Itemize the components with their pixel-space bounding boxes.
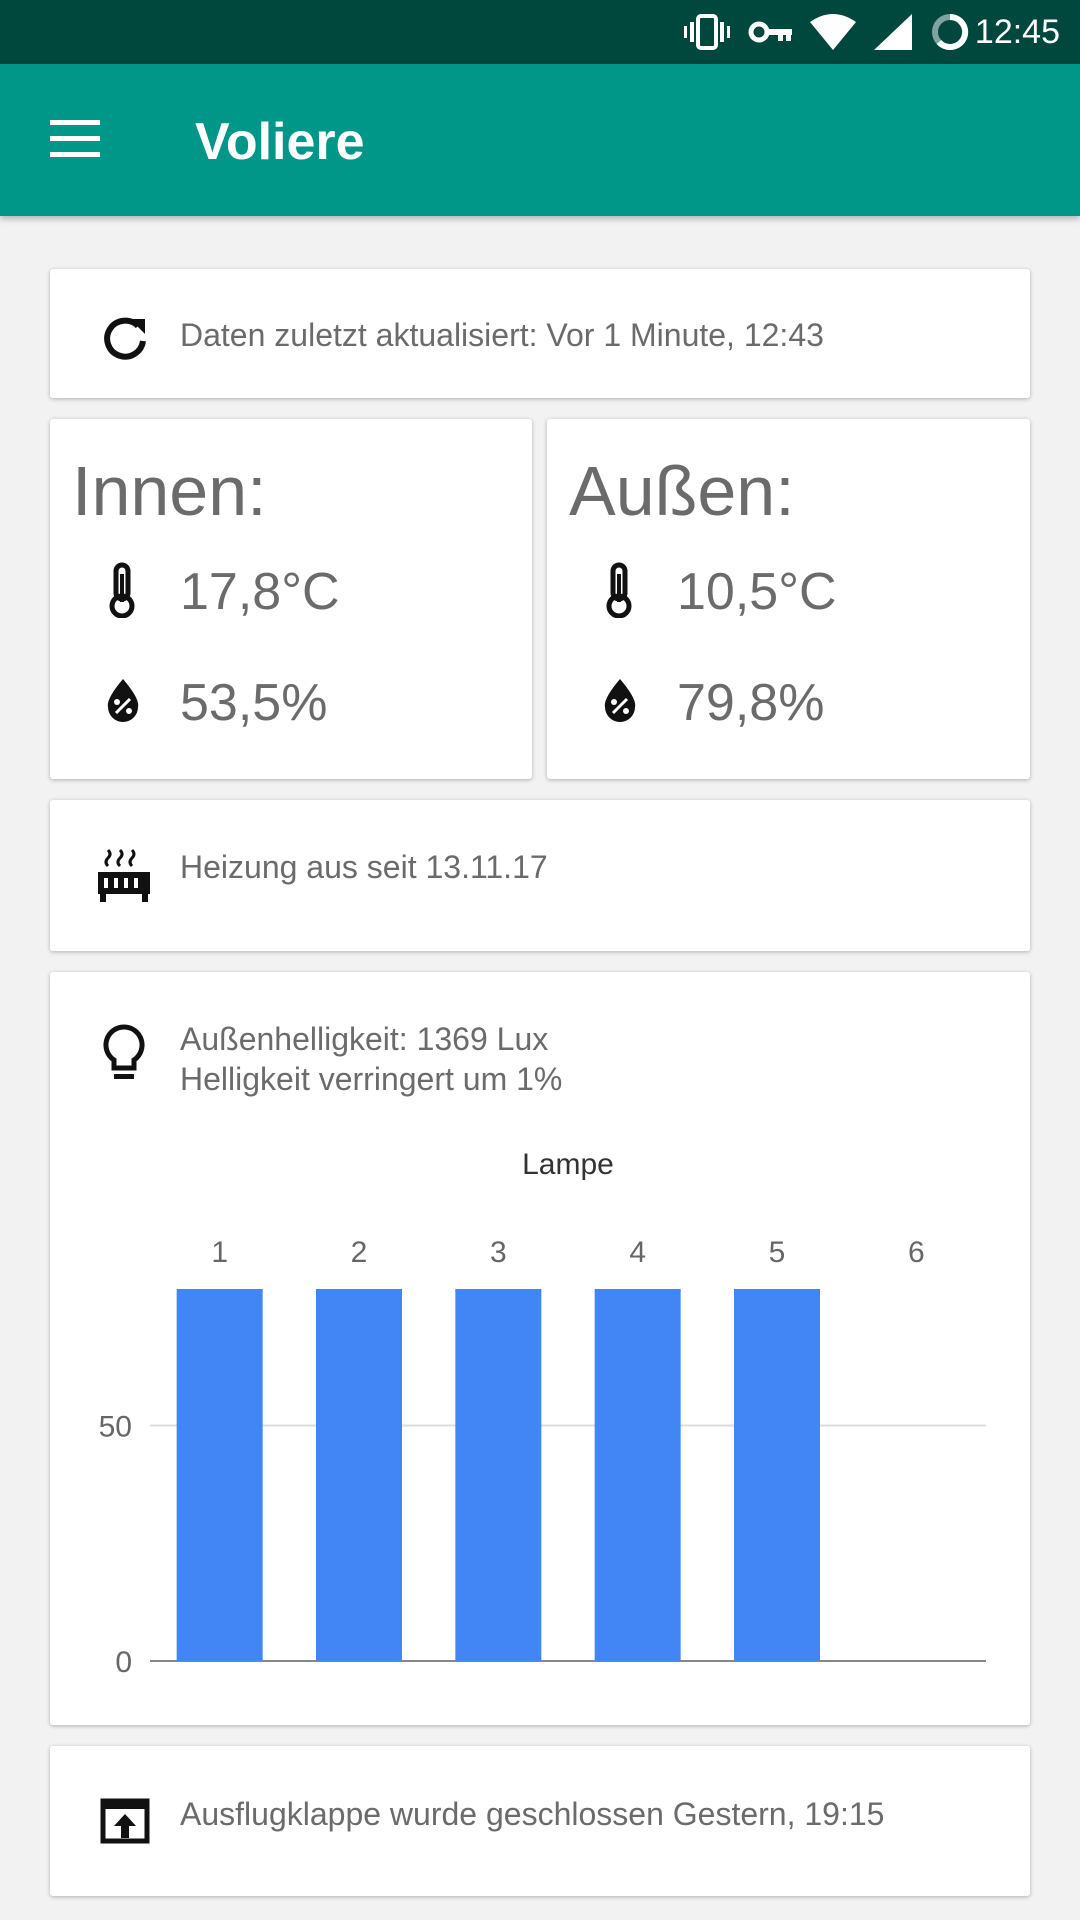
y-tick-label: 0	[115, 1646, 132, 1679]
inside-temperature: 17,8°C	[180, 563, 340, 621]
bar-lamp-1	[176, 1289, 263, 1661]
menu-icon[interactable]	[40, 110, 110, 170]
status-icons	[684, 12, 970, 52]
vibrate-icon	[684, 14, 730, 50]
brightness-line2: Helligkeit verringert um 1%	[180, 1061, 563, 1097]
brightness-line1: Außenhelligkeit: 1369 Lux	[180, 1021, 549, 1057]
open-in-browser-icon	[100, 1798, 150, 1844]
outside-card: Außen: 10,5°C 79,8%	[547, 419, 1030, 779]
wifi-icon	[810, 14, 856, 50]
bar-lamp-5	[734, 1289, 820, 1661]
outside-humidity: 79,8%	[677, 674, 825, 732]
lamp-bar-chart: Lampe 0 50 1 2 3 4 5 6	[99, 1148, 986, 1679]
humidity-icon	[604, 679, 636, 722]
brightness-card: Außenhelligkeit: 1369 Lux Helligkeit ver…	[50, 972, 1030, 1725]
heating-text: Heizung aus seit 13.11.17	[180, 849, 548, 885]
flap-card: Ausflugklappe wurde geschlossen Gestern,…	[50, 1746, 1030, 1896]
thermometer-icon	[109, 562, 135, 618]
flap-text: Ausflugklappe wurde geschlossen Gestern,…	[180, 1796, 885, 1832]
status-time: 12:45	[974, 13, 1060, 51]
heater-icon	[98, 848, 150, 902]
app-bar: Voliere	[0, 64, 1080, 216]
vpn-key-icon	[748, 21, 792, 43]
bar-lamp-4	[594, 1289, 681, 1661]
refresh-icon[interactable]	[100, 313, 150, 363]
y-tick-label: 50	[99, 1411, 132, 1444]
x-tick-label: 3	[490, 1236, 507, 1269]
heating-card: Heizung aus seit 13.11.17	[50, 800, 1030, 951]
x-tick-label: 2	[351, 1236, 368, 1269]
bar-lamp-2	[316, 1289, 402, 1661]
x-tick-label: 6	[908, 1236, 925, 1269]
x-tick-label: 1	[211, 1236, 228, 1269]
humidity-icon	[107, 679, 139, 722]
inside-humidity: 53,5%	[180, 674, 328, 732]
inside-card: Innen: 17,8°C 53,5%	[50, 419, 532, 779]
outside-temperature: 10,5°C	[677, 563, 837, 621]
signal-icon	[874, 14, 912, 50]
status-bar: 12:45	[0, 0, 1080, 64]
refresh-card[interactable]: Daten zuletzt aktualisiert: Vor 1 Minute…	[50, 269, 1030, 398]
lightbulb-icon	[103, 1024, 145, 1079]
chart-title: Lampe	[522, 1148, 614, 1181]
thermometer-icon	[606, 562, 632, 618]
outside-title: Außen:	[569, 452, 795, 530]
refresh-text: Daten zuletzt aktualisiert: Vor 1 Minute…	[180, 317, 824, 353]
x-tick-label: 4	[629, 1236, 646, 1269]
x-tick-label: 5	[769, 1236, 786, 1269]
battery-icon	[932, 13, 969, 50]
bar-lamp-3	[455, 1289, 542, 1661]
page-title: Voliere	[195, 113, 365, 171]
inside-title: Innen:	[72, 452, 267, 530]
